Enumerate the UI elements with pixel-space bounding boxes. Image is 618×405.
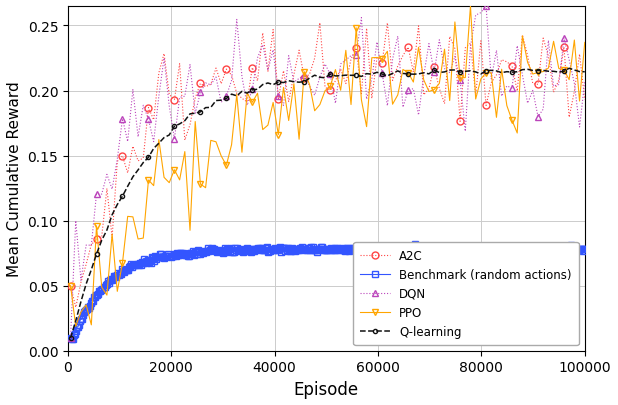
- DQN: [581, 80, 588, 85]
- Benchmark (random actions): [346, 248, 353, 253]
- Benchmark (random actions): [490, 249, 497, 254]
- PPO: [581, 41, 588, 46]
- Benchmark (random actions): [67, 335, 74, 340]
- Legend: A2C, Benchmark (random actions), DQN, PPO, Q-learning: A2C, Benchmark (random actions), DQN, PP…: [353, 243, 579, 345]
- A2C: [550, 91, 557, 96]
- Line: Q-learning: Q-learning: [69, 67, 587, 340]
- PPO: [192, 120, 199, 125]
- DQN: [544, 39, 552, 44]
- Benchmark (random actions): [411, 242, 418, 247]
- Q-learning: [67, 336, 74, 341]
- A2C: [565, 115, 573, 120]
- PPO: [378, 57, 386, 62]
- Q-learning: [540, 69, 547, 74]
- Benchmark (random actions): [312, 248, 320, 253]
- Q-learning: [166, 133, 173, 138]
- PPO: [171, 168, 178, 173]
- Line: DQN: DQN: [67, 4, 588, 341]
- DQN: [561, 36, 568, 41]
- Line: PPO: PPO: [67, 4, 588, 330]
- Line: A2C: A2C: [67, 20, 588, 311]
- Q-learning: [555, 70, 562, 75]
- X-axis label: Episode: Episode: [294, 380, 359, 398]
- Q-learning: [565, 67, 573, 72]
- PPO: [565, 78, 573, 83]
- A2C: [581, 98, 588, 103]
- PPO: [550, 40, 557, 45]
- A2C: [171, 98, 178, 103]
- DQN: [186, 63, 193, 68]
- Benchmark (random actions): [68, 337, 75, 342]
- Q-learning: [373, 70, 381, 75]
- A2C: [342, 82, 350, 87]
- PPO: [337, 89, 344, 94]
- Q-learning: [332, 74, 339, 79]
- A2C: [72, 305, 80, 310]
- PPO: [72, 324, 80, 329]
- PPO: [467, 4, 474, 9]
- A2C: [192, 96, 199, 101]
- A2C: [67, 284, 74, 288]
- Y-axis label: Mean Cumulative Reward: Mean Cumulative Reward: [7, 81, 22, 277]
- A2C: [384, 21, 391, 26]
- A2C: [316, 21, 324, 26]
- Benchmark (random actions): [374, 247, 381, 252]
- DQN: [483, 4, 490, 9]
- Q-learning: [186, 112, 193, 117]
- DQN: [166, 104, 173, 109]
- DQN: [67, 335, 74, 340]
- DQN: [373, 40, 381, 45]
- Benchmark (random actions): [315, 247, 323, 252]
- Benchmark (random actions): [581, 247, 588, 252]
- PPO: [67, 284, 74, 288]
- Line: Benchmark (random actions): Benchmark (random actions): [68, 242, 588, 342]
- DQN: [332, 102, 339, 107]
- Q-learning: [581, 70, 588, 75]
- Benchmark (random actions): [571, 247, 578, 252]
